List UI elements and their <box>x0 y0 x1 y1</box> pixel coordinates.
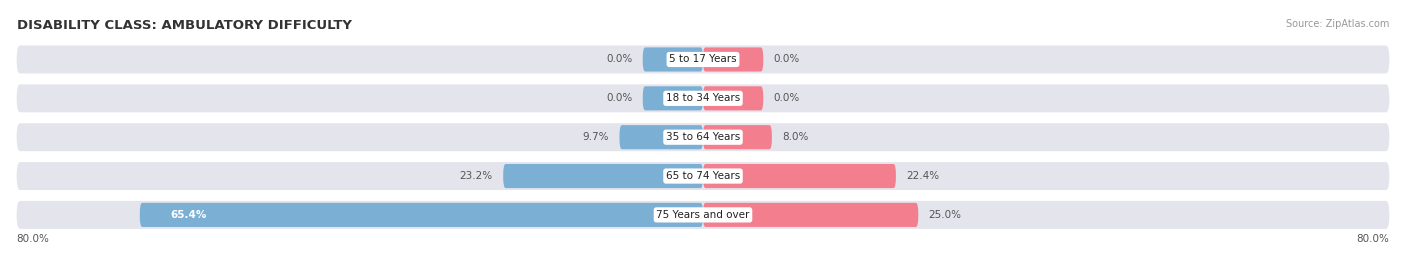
FancyBboxPatch shape <box>703 125 772 149</box>
Text: 23.2%: 23.2% <box>460 171 494 181</box>
FancyBboxPatch shape <box>703 164 896 188</box>
Text: 80.0%: 80.0% <box>1357 234 1389 244</box>
FancyBboxPatch shape <box>17 123 1389 151</box>
FancyBboxPatch shape <box>643 86 703 110</box>
Text: 0.0%: 0.0% <box>606 93 633 103</box>
Text: 0.0%: 0.0% <box>773 55 800 65</box>
Text: 80.0%: 80.0% <box>17 234 49 244</box>
Text: 5 to 17 Years: 5 to 17 Years <box>669 55 737 65</box>
Text: 65 to 74 Years: 65 to 74 Years <box>666 171 740 181</box>
Text: 25.0%: 25.0% <box>928 210 962 220</box>
FancyBboxPatch shape <box>17 201 1389 229</box>
FancyBboxPatch shape <box>17 84 1389 112</box>
FancyBboxPatch shape <box>503 164 703 188</box>
Text: 18 to 34 Years: 18 to 34 Years <box>666 93 740 103</box>
FancyBboxPatch shape <box>17 45 1389 73</box>
FancyBboxPatch shape <box>703 47 763 72</box>
Text: 8.0%: 8.0% <box>782 132 808 142</box>
Text: 0.0%: 0.0% <box>773 93 800 103</box>
FancyBboxPatch shape <box>620 125 703 149</box>
Text: 65.4%: 65.4% <box>170 210 207 220</box>
Text: DISABILITY CLASS: AMBULATORY DIFFICULTY: DISABILITY CLASS: AMBULATORY DIFFICULTY <box>17 19 352 32</box>
FancyBboxPatch shape <box>17 162 1389 190</box>
Text: 35 to 64 Years: 35 to 64 Years <box>666 132 740 142</box>
FancyBboxPatch shape <box>703 86 763 110</box>
Text: 22.4%: 22.4% <box>907 171 939 181</box>
Text: 0.0%: 0.0% <box>606 55 633 65</box>
FancyBboxPatch shape <box>139 203 703 227</box>
Text: 9.7%: 9.7% <box>582 132 609 142</box>
FancyBboxPatch shape <box>643 47 703 72</box>
Text: Source: ZipAtlas.com: Source: ZipAtlas.com <box>1285 19 1389 29</box>
Text: 75 Years and over: 75 Years and over <box>657 210 749 220</box>
FancyBboxPatch shape <box>703 203 918 227</box>
